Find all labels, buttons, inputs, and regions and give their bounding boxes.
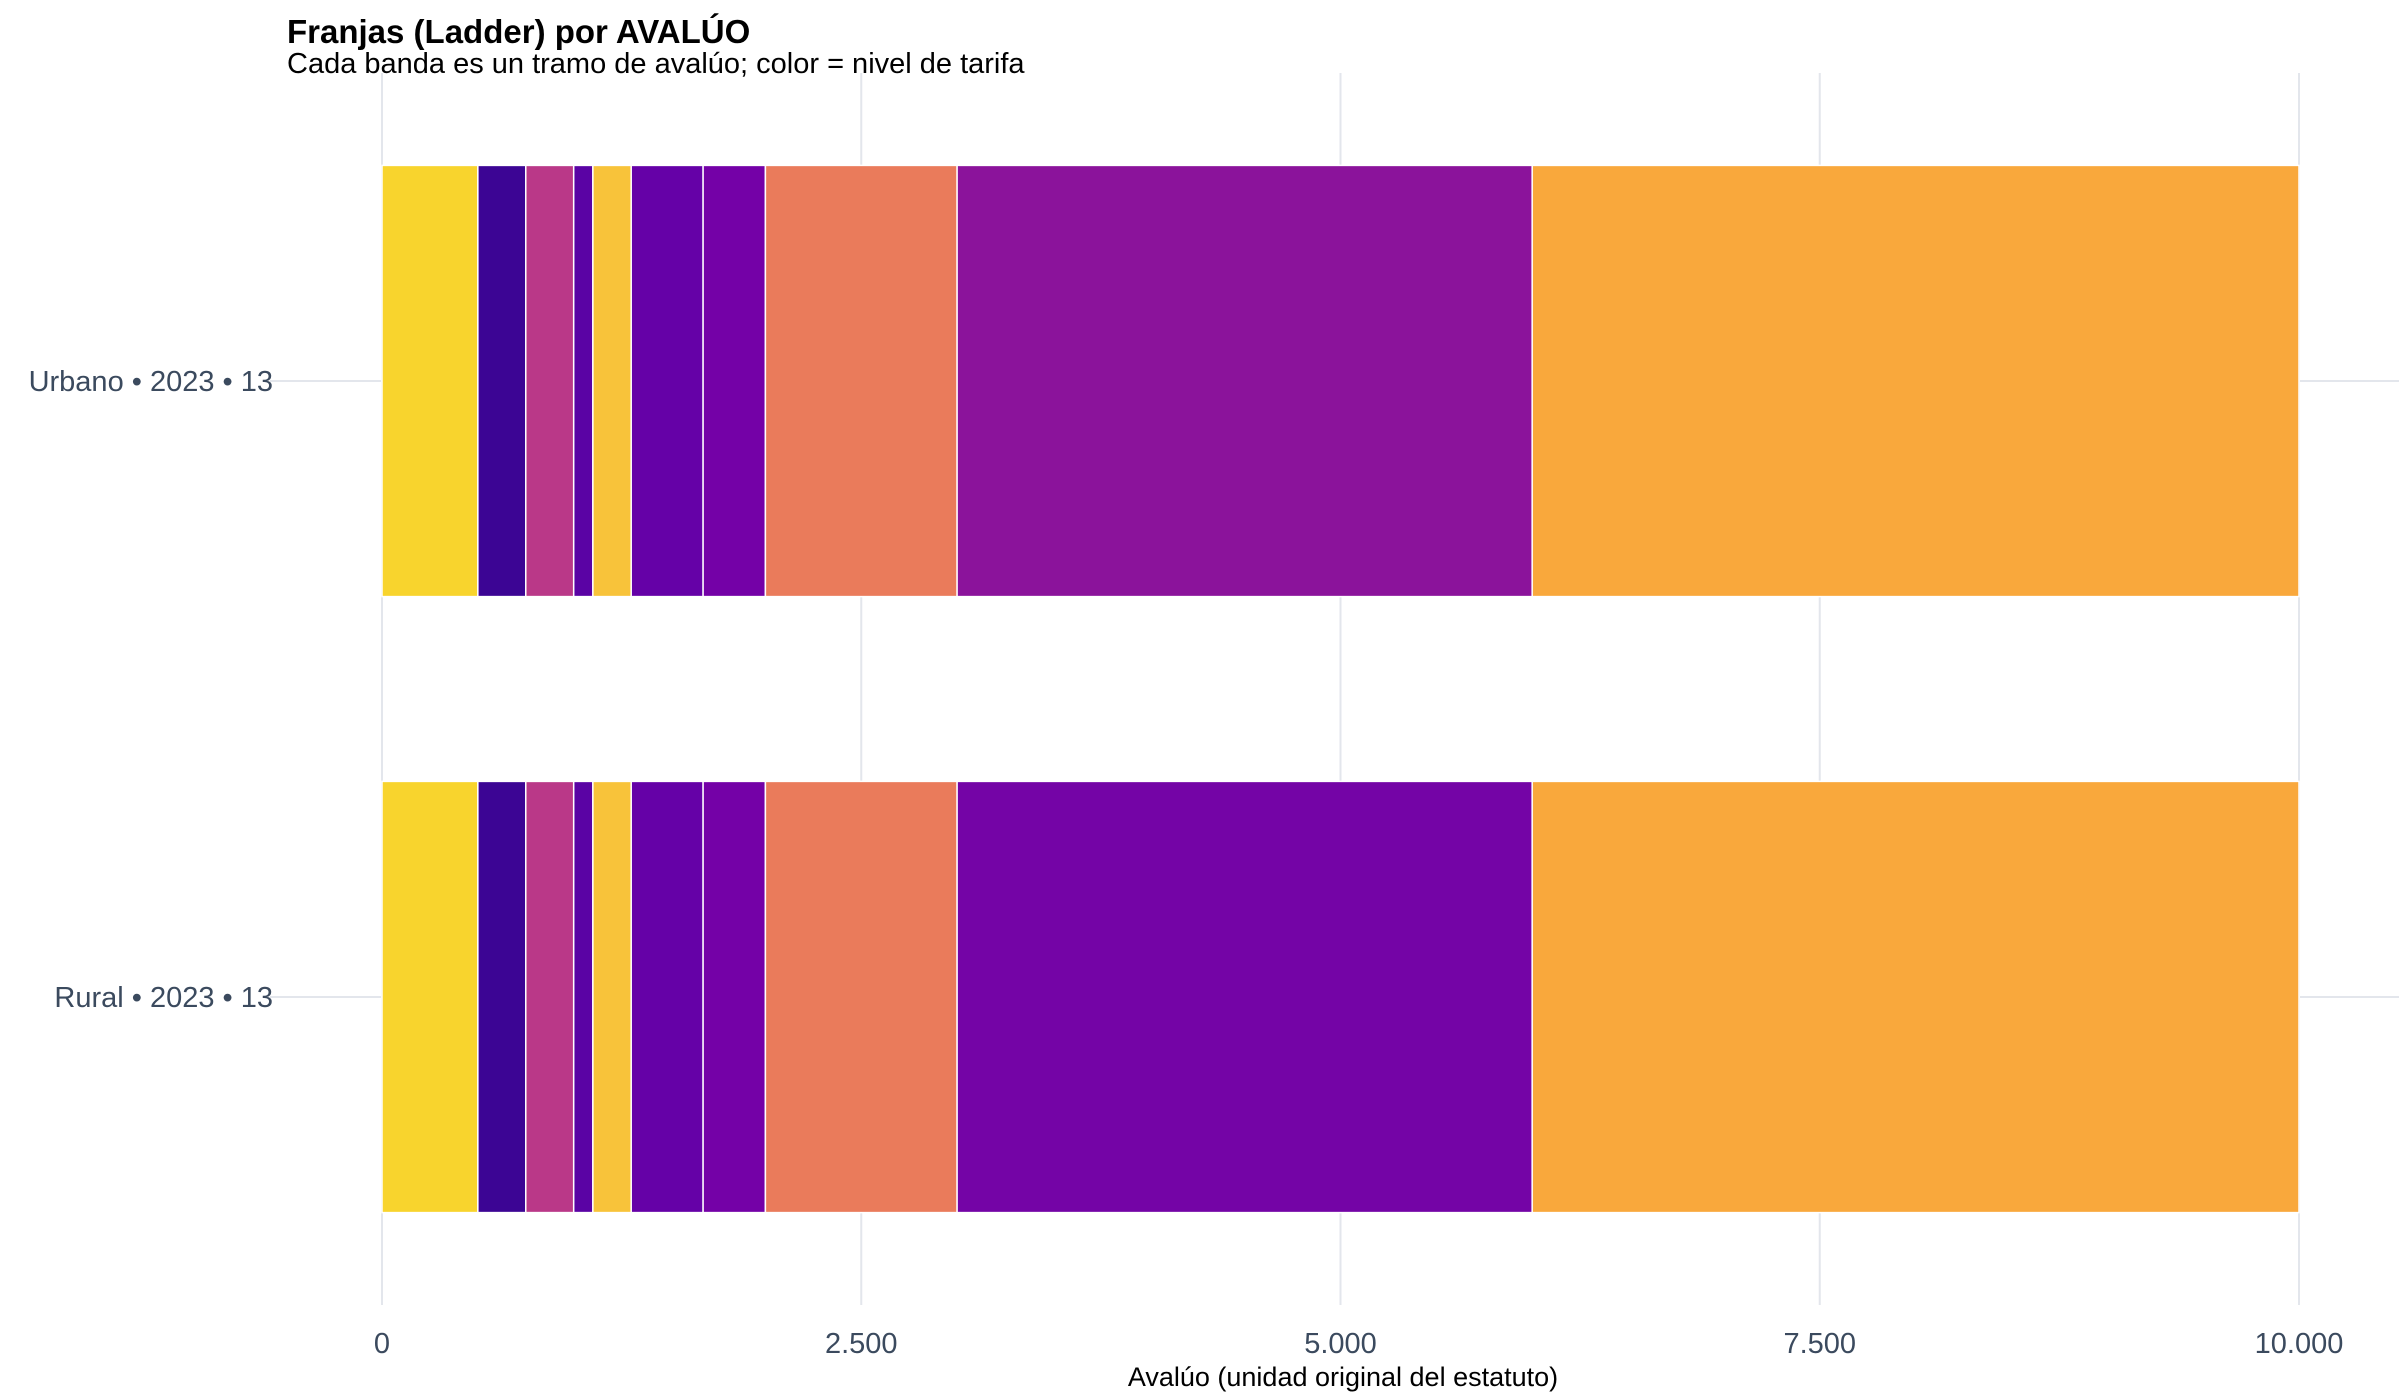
band-segment <box>477 164 527 598</box>
y-tick-label: Urbano • 2023 • 13 <box>29 366 273 398</box>
band-segment <box>630 780 704 1214</box>
band-segment <box>572 164 594 598</box>
band-segment <box>1531 164 2300 598</box>
chart-subtitle: Cada banda es un tramo de avalúo; color … <box>287 48 1025 80</box>
band-segment <box>572 780 594 1214</box>
band-segment <box>381 164 479 598</box>
band-segment <box>525 780 575 1214</box>
band-segment <box>764 164 958 598</box>
band-segment <box>956 164 1533 598</box>
band-segment <box>381 780 479 1214</box>
band-segment <box>630 164 704 598</box>
band-segment <box>592 164 632 598</box>
band-segment <box>477 780 527 1214</box>
y-axis: Urbano • 2023 • 13 Rural • 2023 • 13 <box>29 366 273 1014</box>
x-tick-label: 2.500 <box>825 1328 898 1360</box>
band-segment <box>956 780 1533 1214</box>
x-tick-label: 5.000 <box>1304 1328 1377 1360</box>
bar-stack <box>381 164 2300 598</box>
bar-stack <box>381 780 2300 1214</box>
band-segment <box>592 780 632 1214</box>
x-tick-label: 0 <box>374 1328 390 1360</box>
band-segment <box>525 164 575 598</box>
x-axis-title: Avalúo (unidad original del estatuto) <box>1128 1362 1558 1392</box>
band-segment <box>1531 780 2300 1214</box>
y-tick-label: Rural • 2023 • 13 <box>54 982 273 1014</box>
x-tick-label: 10.000 <box>2255 1328 2344 1360</box>
band-segment <box>702 780 767 1214</box>
chart-title: Franjas (Ladder) por AVALÚO <box>287 13 750 50</box>
x-axis: 0 2.500 5.000 7.500 10.000 <box>374 1328 2343 1360</box>
band-segment <box>764 780 958 1214</box>
band-segment <box>702 164 767 598</box>
bars <box>381 164 2300 1214</box>
x-tick-label: 7.500 <box>1783 1328 1856 1360</box>
